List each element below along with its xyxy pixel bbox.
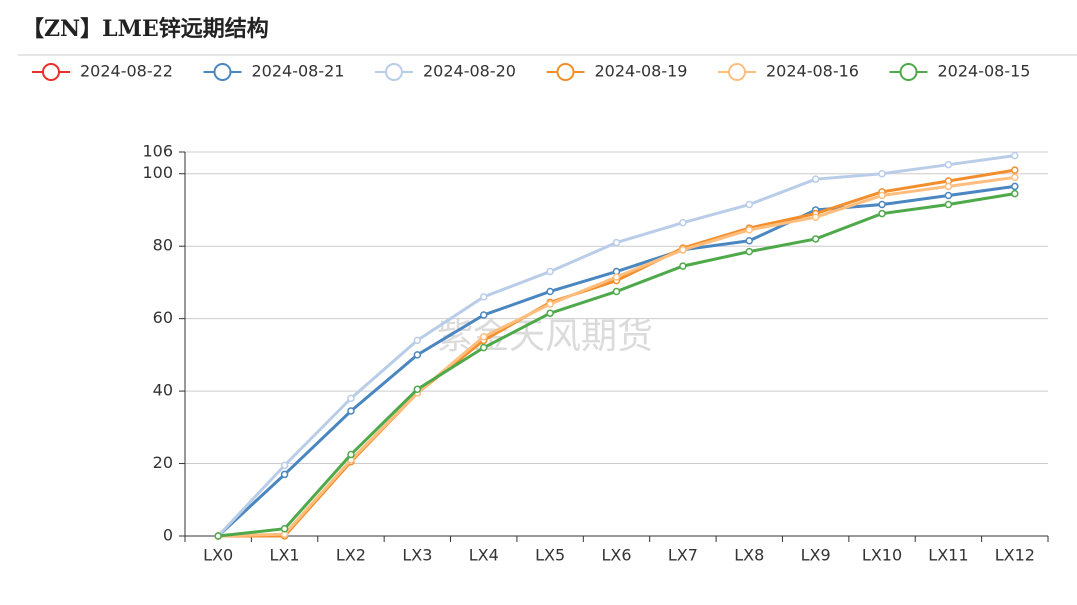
- x-tick-label: LX8: [734, 546, 764, 565]
- point: [413, 351, 422, 359]
- point: [1011, 166, 1019, 174]
- point: [347, 450, 355, 459]
- point: [413, 336, 422, 345]
- x-tick-label: LX5: [535, 546, 565, 565]
- point: [679, 262, 687, 270]
- point: [745, 200, 754, 209]
- point: [1011, 151, 1019, 160]
- legend-label: 2024-08-20: [423, 62, 516, 81]
- legend-label: 2024-08-16: [766, 62, 859, 81]
- point: [944, 182, 953, 191]
- point: [1011, 189, 1019, 198]
- x-tick-label: LX10: [862, 546, 902, 565]
- y-tick-label: 0: [163, 526, 173, 545]
- legend-marker: [213, 63, 232, 81]
- point: [612, 287, 621, 296]
- point: [878, 191, 886, 200]
- point: [811, 213, 820, 221]
- point: [878, 169, 886, 178]
- point: [745, 247, 754, 256]
- x-tick-label: LX6: [601, 546, 631, 565]
- point: [811, 235, 820, 243]
- point: [612, 238, 621, 247]
- point: [280, 461, 289, 470]
- x-tick-label: LX7: [668, 546, 698, 565]
- point: [679, 218, 687, 227]
- legend-marker: [728, 63, 746, 81]
- y-tick-label: 60: [153, 308, 173, 327]
- point: [413, 385, 422, 394]
- point: [944, 191, 953, 200]
- x-tick-label: LX2: [336, 546, 366, 565]
- point: [612, 273, 621, 281]
- point: [944, 200, 953, 209]
- point: [347, 394, 355, 403]
- legend-marker: [385, 63, 403, 81]
- chart-title: 【ZN】LME锌远期结构: [22, 16, 269, 42]
- point: [745, 237, 754, 245]
- y-tick-label: 106: [142, 142, 173, 161]
- legend-label: 2024-08-22: [80, 62, 173, 81]
- point: [546, 309, 554, 317]
- y-tick-label: 80: [153, 236, 173, 255]
- x-tick-label: LX3: [402, 546, 432, 565]
- x-tick-label: LX4: [469, 546, 499, 565]
- point: [546, 287, 554, 296]
- point: [214, 532, 222, 540]
- point: [878, 209, 886, 218]
- x-tick-label: LX11: [928, 546, 968, 565]
- legend-marker: [42, 63, 60, 81]
- point: [280, 525, 289, 533]
- point: [679, 246, 687, 254]
- point: [944, 160, 953, 169]
- point: [546, 267, 554, 276]
- legend-label: 2024-08-15: [938, 62, 1031, 81]
- point: [1011, 173, 1019, 182]
- x-tick-label: LX12: [995, 546, 1035, 565]
- point: [280, 470, 289, 479]
- legend-marker: [556, 63, 575, 81]
- x-tick-label: LX9: [801, 546, 831, 565]
- x-tick-label: LX0: [203, 546, 233, 565]
- point: [546, 300, 554, 308]
- legend-label: 2024-08-21: [252, 62, 345, 81]
- y-tick-label: 20: [153, 453, 173, 472]
- x-tick-label: LX1: [270, 546, 300, 565]
- point: [479, 311, 488, 319]
- point: [811, 175, 820, 183]
- point: [347, 407, 355, 415]
- point: [479, 333, 488, 341]
- point: [745, 226, 754, 234]
- point: [479, 293, 488, 301]
- y-tick-label: 100: [142, 163, 173, 182]
- point: [479, 343, 488, 352]
- legend-marker: [899, 63, 918, 81]
- point: [1011, 182, 1019, 191]
- y-tick-label: 40: [153, 381, 173, 400]
- legend-label: 2024-08-19: [595, 62, 688, 81]
- point: [878, 200, 886, 209]
